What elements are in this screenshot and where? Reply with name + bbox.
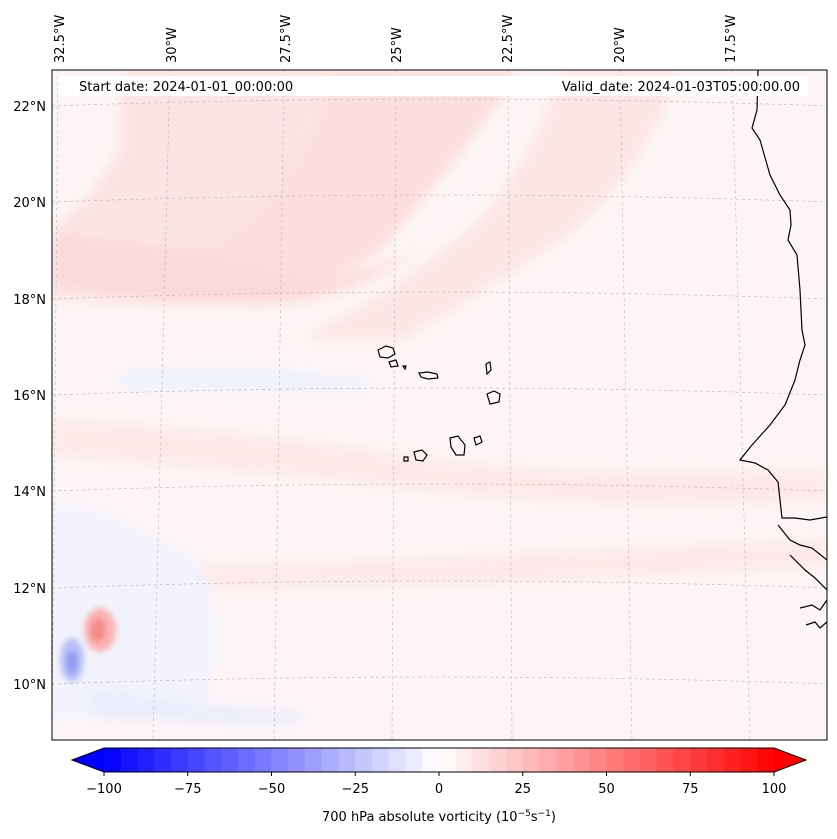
colorbar-swatch	[171, 748, 189, 772]
lat-label: 12°N	[13, 582, 46, 597]
colorbar-swatch	[556, 748, 574, 772]
colorbar-swatch	[388, 748, 407, 772]
longitude-labels: 32.5°W 30°W 27.5°W 25°W 22.5°W 20°W 17.5…	[53, 15, 739, 63]
colorbar-swatch	[187, 748, 206, 772]
colorbar-min-extension	[72, 748, 104, 772]
lat-label: 10°N	[13, 678, 46, 693]
colorbar-tick-label: 100	[762, 782, 787, 797]
colorbar-swatch	[640, 748, 658, 772]
colorbar-tick-label: −75	[174, 782, 201, 797]
latitude-labels: 22°N 20°N 18°N 16°N 14°N 12°N 10°N	[13, 100, 46, 693]
graticule	[52, 70, 827, 740]
colorbar-swatch	[221, 748, 239, 772]
colorbar-swatch	[305, 748, 323, 772]
colorbar-swatch	[405, 748, 423, 772]
colorbar-swatch	[422, 748, 440, 772]
colorbar-swatch	[522, 748, 541, 772]
colorbar-swatch	[589, 748, 608, 772]
colorbar-tick-label: −25	[342, 782, 369, 797]
colorbar-swatch	[573, 748, 591, 772]
map-frame	[51, 69, 828, 741]
lon-label: 17.5°W	[724, 15, 739, 63]
colorbar-tick-label: 75	[682, 782, 699, 797]
colorbar-swatch	[757, 748, 775, 772]
colorbar-tick-label: 50	[598, 782, 615, 797]
colorbar-swatch	[656, 748, 675, 772]
colorbar-swatch	[606, 748, 624, 772]
colorbar-swatch	[355, 748, 373, 772]
colorbar-swatch	[254, 748, 273, 772]
colorbar-swatch	[723, 748, 742, 772]
colorbar-swatch	[489, 748, 507, 772]
lat-label: 20°N	[13, 196, 46, 211]
colorbar-swatch	[204, 748, 222, 772]
colorbar-swatch	[271, 748, 289, 772]
lat-label: 18°N	[13, 293, 46, 308]
colorbar-swatch	[439, 748, 457, 772]
colorbar-swatch	[623, 748, 641, 772]
lon-label: 25°W	[390, 27, 405, 63]
colorbar-swatch	[104, 748, 122, 772]
colorbar-swatch	[137, 748, 155, 772]
colorbar-swatch	[539, 748, 557, 772]
colorbar-tick-label: 0	[435, 782, 443, 797]
colorbar-tick-label: 25	[514, 782, 531, 797]
colorbar-swatch	[506, 748, 524, 772]
colorbar-swatch	[707, 748, 725, 772]
colorbar-swatch	[690, 748, 708, 772]
start-date-label: Start date: 2024-01-01_00:00:00	[79, 80, 293, 95]
lat-label: 14°N	[13, 485, 46, 500]
lon-label: 22.5°W	[501, 15, 516, 63]
lat-label: 22°N	[13, 100, 46, 115]
colorbar-ticks: −100 −75 −50 −25 0 25 50 75 100	[86, 772, 786, 797]
colorbar-swatches	[104, 748, 775, 772]
lat-label: 16°N	[13, 389, 46, 404]
colorbar-swatch	[238, 748, 256, 772]
colorbar-max-extension	[774, 748, 806, 772]
colorbar-tick-label: −100	[86, 782, 122, 797]
map-panel: Start date: 2024-01-01_00:00:00 Valid_da…	[52, 70, 827, 740]
vorticity-field	[52, 70, 827, 724]
colorbar-swatch	[288, 748, 306, 772]
lon-label: 32.5°W	[53, 15, 68, 63]
header-band	[58, 76, 808, 96]
colorbar: −100 −75 −50 −25 0 25 50 75 100 700 hPa absolute…	[70, 747, 808, 825]
lon-label: 27.5°W	[279, 15, 294, 63]
colorbar-tick-label: −50	[258, 782, 285, 797]
cape-verde-islands	[377, 345, 501, 462]
colorbar-swatch	[120, 748, 139, 772]
colorbar-swatch	[455, 748, 474, 772]
lon-label: 20°W	[613, 27, 628, 63]
lon-label: 30°W	[165, 27, 180, 63]
colorbar-swatch	[472, 748, 490, 772]
colorbar-swatch	[338, 748, 356, 772]
valid-date-label: Valid_date: 2024-01-03T05:00:00.00	[562, 80, 800, 95]
africa-coastline	[738, 70, 827, 629]
colorbar-swatch	[321, 748, 340, 772]
colorbar-swatch	[372, 748, 390, 772]
colorbar-swatch	[673, 748, 691, 772]
colorbar-title: 700 hPa absolute vorticity (10−5s−1)	[322, 809, 556, 825]
colorbar-swatch	[154, 748, 172, 772]
colorbar-swatch	[740, 748, 758, 772]
